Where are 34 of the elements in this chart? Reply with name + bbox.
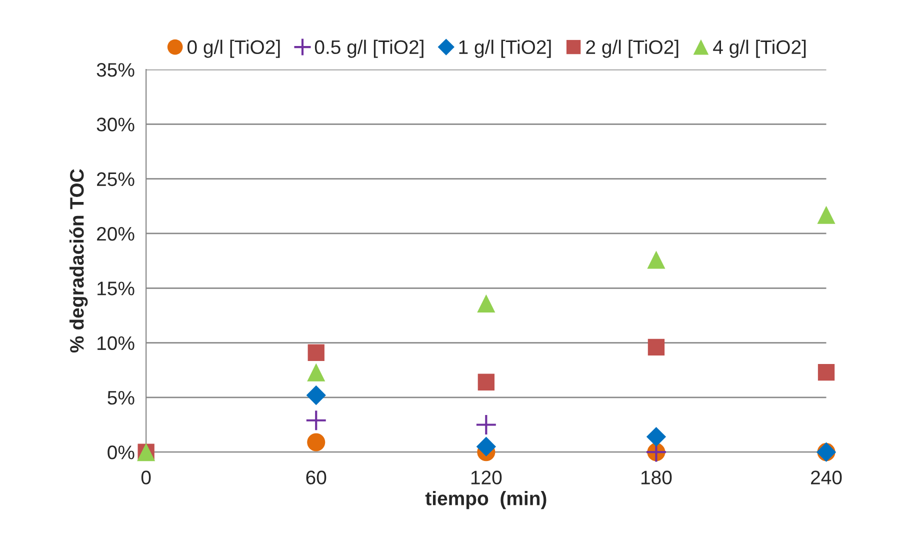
point: [478, 374, 495, 390]
y-tick-label: 20%: [97, 226, 134, 241]
x-tick-label: 180: [641, 470, 672, 484]
legend-label: 0.5 g/l [TiO2]: [314, 40, 424, 58]
legend-label: 4 g/l [TiO2]: [713, 40, 806, 58]
x-tick-label: 120: [471, 470, 502, 484]
y-tick-label: 35%: [96, 63, 134, 77]
y-tick-label: 15%: [98, 282, 134, 296]
point: [818, 364, 835, 381]
point: [307, 433, 326, 452]
legend-label: 0 g/l [TiO2]: [188, 40, 280, 58]
point: [475, 414, 497, 436]
legend-label: 2 g/l [TiO2]: [586, 40, 678, 58]
y-tick-label: 30%: [96, 118, 134, 132]
y-tick-label: 25%: [97, 172, 134, 186]
y-tick-label: 5%: [108, 390, 134, 405]
legend-label: 1 g/l [TiO2]: [459, 40, 551, 58]
y-tick-label: 0%: [108, 446, 134, 460]
point: [476, 436, 496, 456]
y-tick-label: 10%: [98, 336, 134, 350]
x-tick-label: 240: [811, 470, 842, 484]
y-axis-title: % degradación TOC: [69, 169, 88, 353]
point: [647, 250, 666, 269]
x-tick-label: 60: [306, 470, 326, 484]
point: [305, 410, 327, 432]
point: [817, 206, 836, 224]
point: [477, 294, 496, 312]
point: [307, 363, 326, 382]
x-axis-title: tiempo (min): [425, 491, 546, 510]
x-tick-label: 0: [141, 470, 151, 484]
point: [646, 426, 666, 447]
point: [648, 338, 665, 356]
point: [306, 385, 326, 406]
point: [308, 344, 324, 361]
